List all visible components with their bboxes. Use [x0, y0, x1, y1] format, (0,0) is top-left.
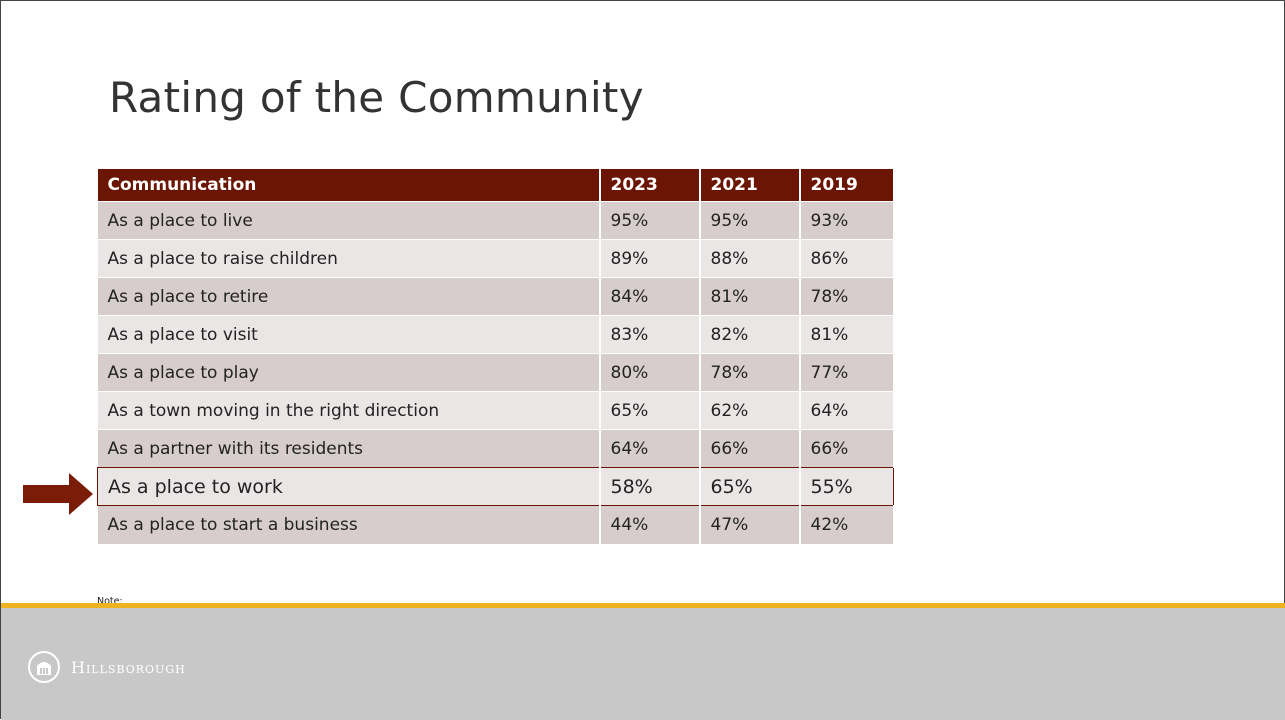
value-cell: 95%	[699, 201, 801, 240]
accent-bar	[1, 603, 1285, 608]
value-cell: 95%	[599, 201, 701, 240]
label-cell: As a place to live	[97, 201, 601, 240]
label-cell: As a place to start a business	[97, 505, 601, 544]
note-heading: Note:	[97, 596, 123, 607]
table-row: As a place to raise children 89% 88% 86%	[97, 239, 895, 278]
value-cell: 58%	[599, 467, 701, 506]
rating-table: Communication 2023 2021 2019 As a place to l…	[97, 168, 895, 544]
value-cell: 47%	[699, 505, 801, 544]
logo-col	[43, 668, 45, 674]
logo-col	[46, 668, 48, 674]
header-row: Communication 2023 2021 2019	[97, 168, 895, 202]
table-row: As a place to play 80% 78% 77%	[97, 353, 895, 392]
value-cell: 78%	[799, 277, 895, 316]
footer: Hillsborough	[1, 608, 1285, 720]
value-cell: 77%	[799, 353, 895, 392]
value-cell: 64%	[799, 391, 895, 430]
label-cell: As a place to work	[97, 467, 601, 506]
table-row: As a place to start a business 44% 47% 42%	[97, 505, 895, 544]
label-cell: As a place to raise children	[97, 239, 601, 278]
header-cell: 2021	[699, 168, 801, 202]
value-cell: 42%	[799, 505, 895, 544]
logo-ring	[28, 651, 60, 683]
value-cell: 84%	[599, 277, 701, 316]
brand: Hillsborough	[71, 658, 186, 677]
value-cell: 65%	[599, 391, 701, 430]
value-cell: 64%	[599, 429, 701, 468]
value-cell: 65%	[699, 467, 801, 506]
header-cell: 2019	[799, 168, 895, 202]
value-cell: 93%	[799, 201, 895, 240]
logo	[28, 651, 60, 683]
label-cell: As a partner with its residents	[97, 429, 601, 468]
value-cell: 81%	[799, 315, 895, 354]
value-cell: 89%	[599, 239, 701, 278]
value-cell: 82%	[699, 315, 801, 354]
table-row: As a place to work 58% 65% 55%	[97, 467, 894, 506]
value-cell: 55%	[799, 467, 894, 506]
header-cell: Communication	[97, 168, 601, 202]
table-row: As a town moving in the right direction 6…	[97, 391, 895, 430]
table-row: As a place to live 95% 95% 93%	[97, 201, 895, 240]
value-cell: 86%	[799, 239, 895, 278]
label-cell: As a place to visit	[97, 315, 601, 354]
value-cell: 80%	[599, 353, 701, 392]
logo-col	[40, 668, 42, 674]
table-row: As a place to retire 84% 81% 78%	[97, 277, 895, 316]
label-cell: As a place to play	[97, 353, 601, 392]
value-cell: 88%	[699, 239, 801, 278]
value-cell: 44%	[599, 505, 701, 544]
table-row: As a partner with its residents 64% 66% 66%	[97, 429, 895, 468]
label-cell: As a place to retire	[97, 277, 601, 316]
label-cell: As a town moving in the right direction	[97, 391, 601, 430]
value-cell: 66%	[699, 429, 801, 468]
value-cell: 83%	[599, 315, 701, 354]
value-cell: 66%	[799, 429, 895, 468]
value-cell: 81%	[699, 277, 801, 316]
arrow-shape	[23, 473, 93, 515]
highlight-arrow	[23, 473, 93, 515]
value-cell: 78%	[699, 353, 801, 392]
slide-title: Rating of the Community	[109, 73, 644, 122]
value-cell: 62%	[699, 391, 801, 430]
table-row: As a place to visit 83% 82% 81%	[97, 315, 895, 354]
header-cell: 2023	[599, 168, 701, 202]
